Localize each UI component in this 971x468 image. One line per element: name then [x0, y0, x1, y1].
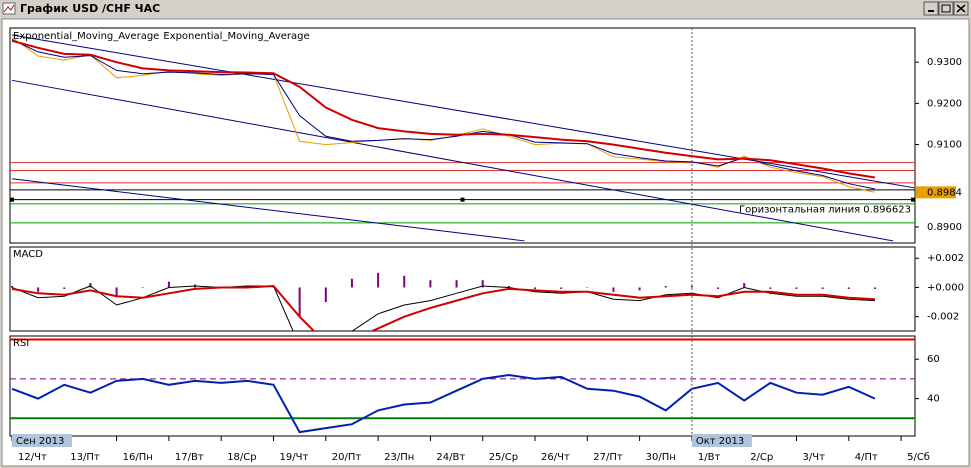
- series-line: [11, 373, 876, 434]
- trend-line: [11, 178, 525, 242]
- line-handle: [911, 197, 915, 202]
- histogram-bar: [507, 286, 510, 288]
- x-tick-label: 23/Пн: [384, 452, 414, 463]
- histogram-bar: [847, 287, 850, 289]
- legend-entry: Exponential_Moving_Average: [163, 31, 309, 42]
- x-tick-label: 1/Вт: [698, 452, 721, 463]
- histogram-bar: [873, 287, 876, 289]
- month-tag: [12, 434, 72, 447]
- histogram-bar: [743, 283, 746, 288]
- month-label: Окт 2013: [696, 436, 744, 447]
- window-title: График USD /CHF ЧАС: [20, 2, 160, 15]
- y-tick-label: 40: [927, 394, 940, 405]
- histogram-bar: [534, 287, 536, 289]
- histogram-bar: [115, 287, 118, 297]
- y-tick-label: 0.9200: [927, 98, 962, 109]
- maximize-glyph: [941, 4, 951, 13]
- histogram-bar: [403, 275, 406, 288]
- series-line: [11, 284, 875, 331]
- histogram-bar: [821, 287, 824, 289]
- x-tick-label: 17/Вт: [175, 452, 204, 463]
- x-tick-label: 20/Пт: [332, 452, 362, 463]
- price-tag: [916, 186, 956, 199]
- histogram-bar: [167, 281, 170, 288]
- x-tick-label: 12/Чт: [18, 452, 47, 463]
- trend-line: [11, 34, 915, 189]
- histogram-bar: [612, 287, 615, 292]
- histogram-bar: [63, 287, 66, 289]
- histogram-bar: [377, 272, 380, 288]
- close-glyph: [956, 4, 966, 13]
- y-tick-label: +0.002: [927, 253, 964, 264]
- histogram-bar: [141, 287, 144, 288]
- histogram-bar: [586, 287, 589, 288]
- window-buttons[interactable]: [923, 1, 969, 16]
- histogram-bar: [481, 280, 484, 288]
- y-tick-label: 0.8900: [927, 222, 962, 233]
- x-tick-label: 5/Сб: [907, 452, 930, 463]
- x-tick-label: 19/Чт: [280, 452, 309, 463]
- x-tick-label: 27/Пт: [593, 452, 623, 463]
- histogram-bar: [298, 287, 301, 317]
- y-tick-label: 60: [927, 354, 940, 365]
- histogram-bar: [664, 286, 667, 288]
- macd-panel: [9, 246, 916, 332]
- x-tick-label: 16/Пн: [123, 452, 153, 463]
- x-tick-label: 24/Вт: [436, 452, 465, 463]
- window-icon-glyph: [3, 4, 15, 13]
- axes: 0.9300 0.9200 0.9100 0.8900 Exponential_Movi…: [11, 28, 964, 463]
- x-tick-label: 2/Ср: [750, 452, 773, 463]
- histogram-bar: [89, 283, 92, 288]
- maximize-button[interactable]: [938, 1, 954, 16]
- histogram-bar: [324, 287, 327, 303]
- title-bar: [0, 0, 971, 18]
- histogram-bar: [795, 287, 798, 289]
- histogram-bar: [37, 287, 40, 292]
- histogram-bar: [560, 287, 563, 289]
- series-line: [11, 39, 875, 190]
- line-handle: [10, 197, 14, 202]
- main-plot: Горизонтальная линия 0.896623: [10, 34, 915, 242]
- price-tag-label: 0.8984: [927, 187, 962, 198]
- trend-line: [11, 79, 894, 242]
- x-tick-label: 4/Пт: [855, 452, 878, 463]
- y-tick-label: 0.9100: [927, 140, 962, 151]
- series-line: [11, 285, 875, 331]
- x-tick-label: 18/Ср: [227, 452, 256, 463]
- month-tag: [691, 434, 752, 447]
- y-tick-label: -0.002: [927, 312, 959, 323]
- x-tick-label: 13/Пт: [70, 452, 100, 463]
- histogram-bar: [429, 280, 432, 288]
- rsi-panel: [9, 335, 916, 437]
- series-line: [11, 39, 876, 179]
- macd-plot: [11, 272, 876, 331]
- y-tick-label: +0.000: [927, 282, 964, 293]
- main-panel: [9, 27, 916, 244]
- x-tick-label: 3/Чт: [803, 452, 826, 463]
- histogram-bar: [350, 278, 353, 288]
- legend-entry: Exponential_Moving_Average: [13, 31, 159, 42]
- x-tick-label: 25/Ср: [489, 452, 518, 463]
- line-handle: [460, 197, 465, 202]
- rsi-plot: [10, 338, 915, 434]
- panel-title: RSI: [13, 338, 29, 349]
- histogram-bar: [455, 280, 458, 288]
- histogram-bar: [769, 287, 772, 289]
- panel-title: MACD: [13, 249, 43, 260]
- y-tick-label: 0.9300: [927, 57, 962, 68]
- histogram-bar: [690, 286, 693, 288]
- histogram-bar: [717, 287, 720, 289]
- x-tick-label: 26/Чт: [541, 452, 570, 463]
- histogram-bar: [11, 286, 13, 288]
- horizontal-line-label: Горизонтальная линия 0.896623: [739, 205, 911, 216]
- histogram-bar: [638, 287, 641, 291]
- histogram-bar: [272, 287, 275, 288]
- minimize-button[interactable]: [923, 1, 939, 16]
- month-label: Сен 2013: [16, 436, 64, 447]
- x-tick-label: 30/Пн: [646, 452, 676, 463]
